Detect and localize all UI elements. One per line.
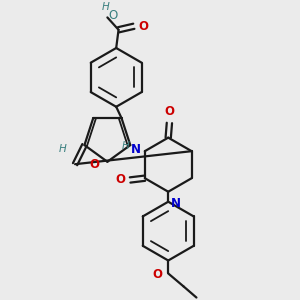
- Text: O: O: [116, 173, 126, 187]
- Text: H: H: [102, 2, 110, 12]
- Text: N: N: [131, 143, 141, 156]
- Text: O: O: [164, 105, 174, 118]
- Text: O: O: [138, 20, 148, 33]
- Text: O: O: [152, 268, 162, 281]
- Text: H: H: [59, 144, 67, 154]
- Text: O: O: [108, 9, 117, 22]
- Text: O: O: [89, 158, 99, 171]
- Text: H: H: [122, 141, 130, 151]
- Text: N: N: [171, 197, 181, 210]
